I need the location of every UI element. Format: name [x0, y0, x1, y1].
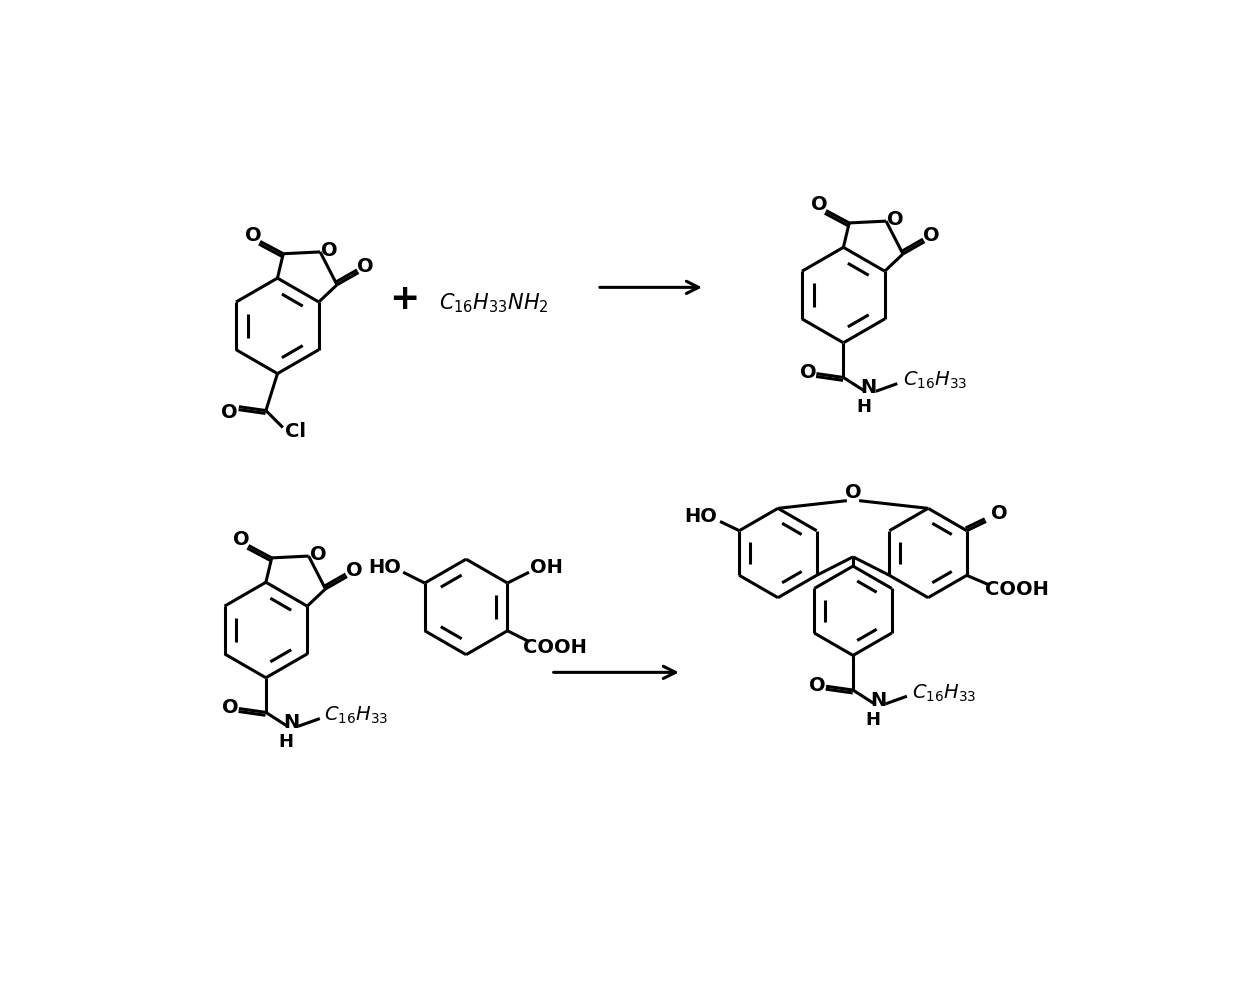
Text: COOH: COOH: [523, 638, 587, 658]
Text: COOH: COOH: [985, 580, 1049, 599]
Text: N: N: [861, 377, 877, 397]
Text: O: O: [810, 676, 826, 695]
Text: H: H: [856, 398, 870, 417]
Text: O: O: [346, 561, 362, 580]
Text: O: O: [811, 195, 827, 214]
Text: $C_{16}H_{33}$: $C_{16}H_{33}$: [325, 705, 389, 726]
Text: $C_{16}H_{33}NH_2$: $C_{16}H_{33}NH_2$: [439, 291, 549, 315]
Text: O: O: [233, 530, 250, 549]
Text: O: O: [310, 545, 326, 564]
Text: O: O: [844, 484, 862, 502]
Text: O: O: [800, 364, 816, 382]
Text: $C_{16}H_{33}$: $C_{16}H_{33}$: [903, 370, 967, 391]
Text: +: +: [389, 282, 419, 316]
Text: N: N: [870, 691, 887, 710]
Text: HO: HO: [684, 506, 717, 526]
Text: $C_{16}H_{33}$: $C_{16}H_{33}$: [911, 682, 976, 704]
Text: O: O: [321, 241, 337, 260]
Text: O: O: [887, 210, 904, 229]
Text: O: O: [357, 257, 373, 276]
Text: O: O: [923, 226, 940, 245]
Text: O: O: [221, 403, 237, 423]
Text: HO: HO: [368, 558, 402, 577]
Text: O: O: [222, 698, 239, 718]
Text: O: O: [246, 226, 262, 245]
Text: OH: OH: [529, 558, 563, 577]
Text: Cl: Cl: [285, 422, 305, 440]
Text: N: N: [283, 713, 299, 732]
Text: H: H: [866, 711, 880, 729]
Text: H: H: [279, 733, 294, 751]
Text: O: O: [991, 504, 1007, 523]
